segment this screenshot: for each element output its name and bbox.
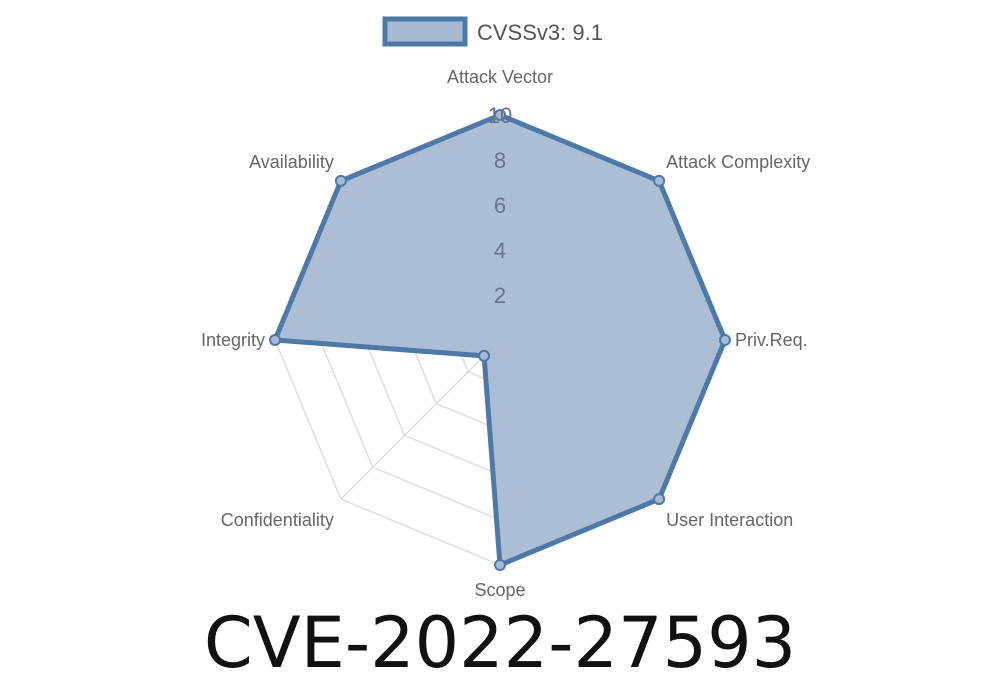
axis-label: Scope bbox=[474, 580, 525, 600]
axis-label: Attack Vector bbox=[447, 67, 553, 87]
grid-spoke bbox=[340, 339, 501, 500]
axis-label: Confidentiality bbox=[221, 510, 334, 530]
tick-label: 2 bbox=[494, 283, 506, 308]
data-point bbox=[653, 493, 666, 506]
data-point bbox=[269, 334, 281, 346]
axis-label: Priv.Req. bbox=[735, 330, 808, 350]
data-point bbox=[494, 559, 506, 571]
data-point bbox=[653, 174, 666, 187]
tick-label: 6 bbox=[494, 193, 506, 218]
tick-label: 8 bbox=[494, 148, 506, 173]
data-point bbox=[334, 174, 347, 187]
data-point bbox=[719, 334, 731, 346]
tick-label: 10 bbox=[488, 103, 512, 128]
radar-chart: 2 4 6 8 10 Attack Vector Attack Complexity Priv… bbox=[201, 16, 810, 600]
data-point bbox=[478, 349, 491, 362]
page-title: CVE-2022-27593 bbox=[203, 602, 797, 684]
axis-label: User Interaction bbox=[666, 510, 793, 530]
axis-label: Integrity bbox=[201, 330, 265, 350]
tick-label: 4 bbox=[494, 238, 506, 263]
axis-label: Attack Complexity bbox=[666, 152, 810, 172]
data-point bbox=[494, 109, 506, 121]
axis-label: Availability bbox=[249, 152, 334, 172]
legend-swatch bbox=[382, 16, 468, 47]
legend-label: CVSSv3: 9.1 bbox=[477, 20, 603, 45]
